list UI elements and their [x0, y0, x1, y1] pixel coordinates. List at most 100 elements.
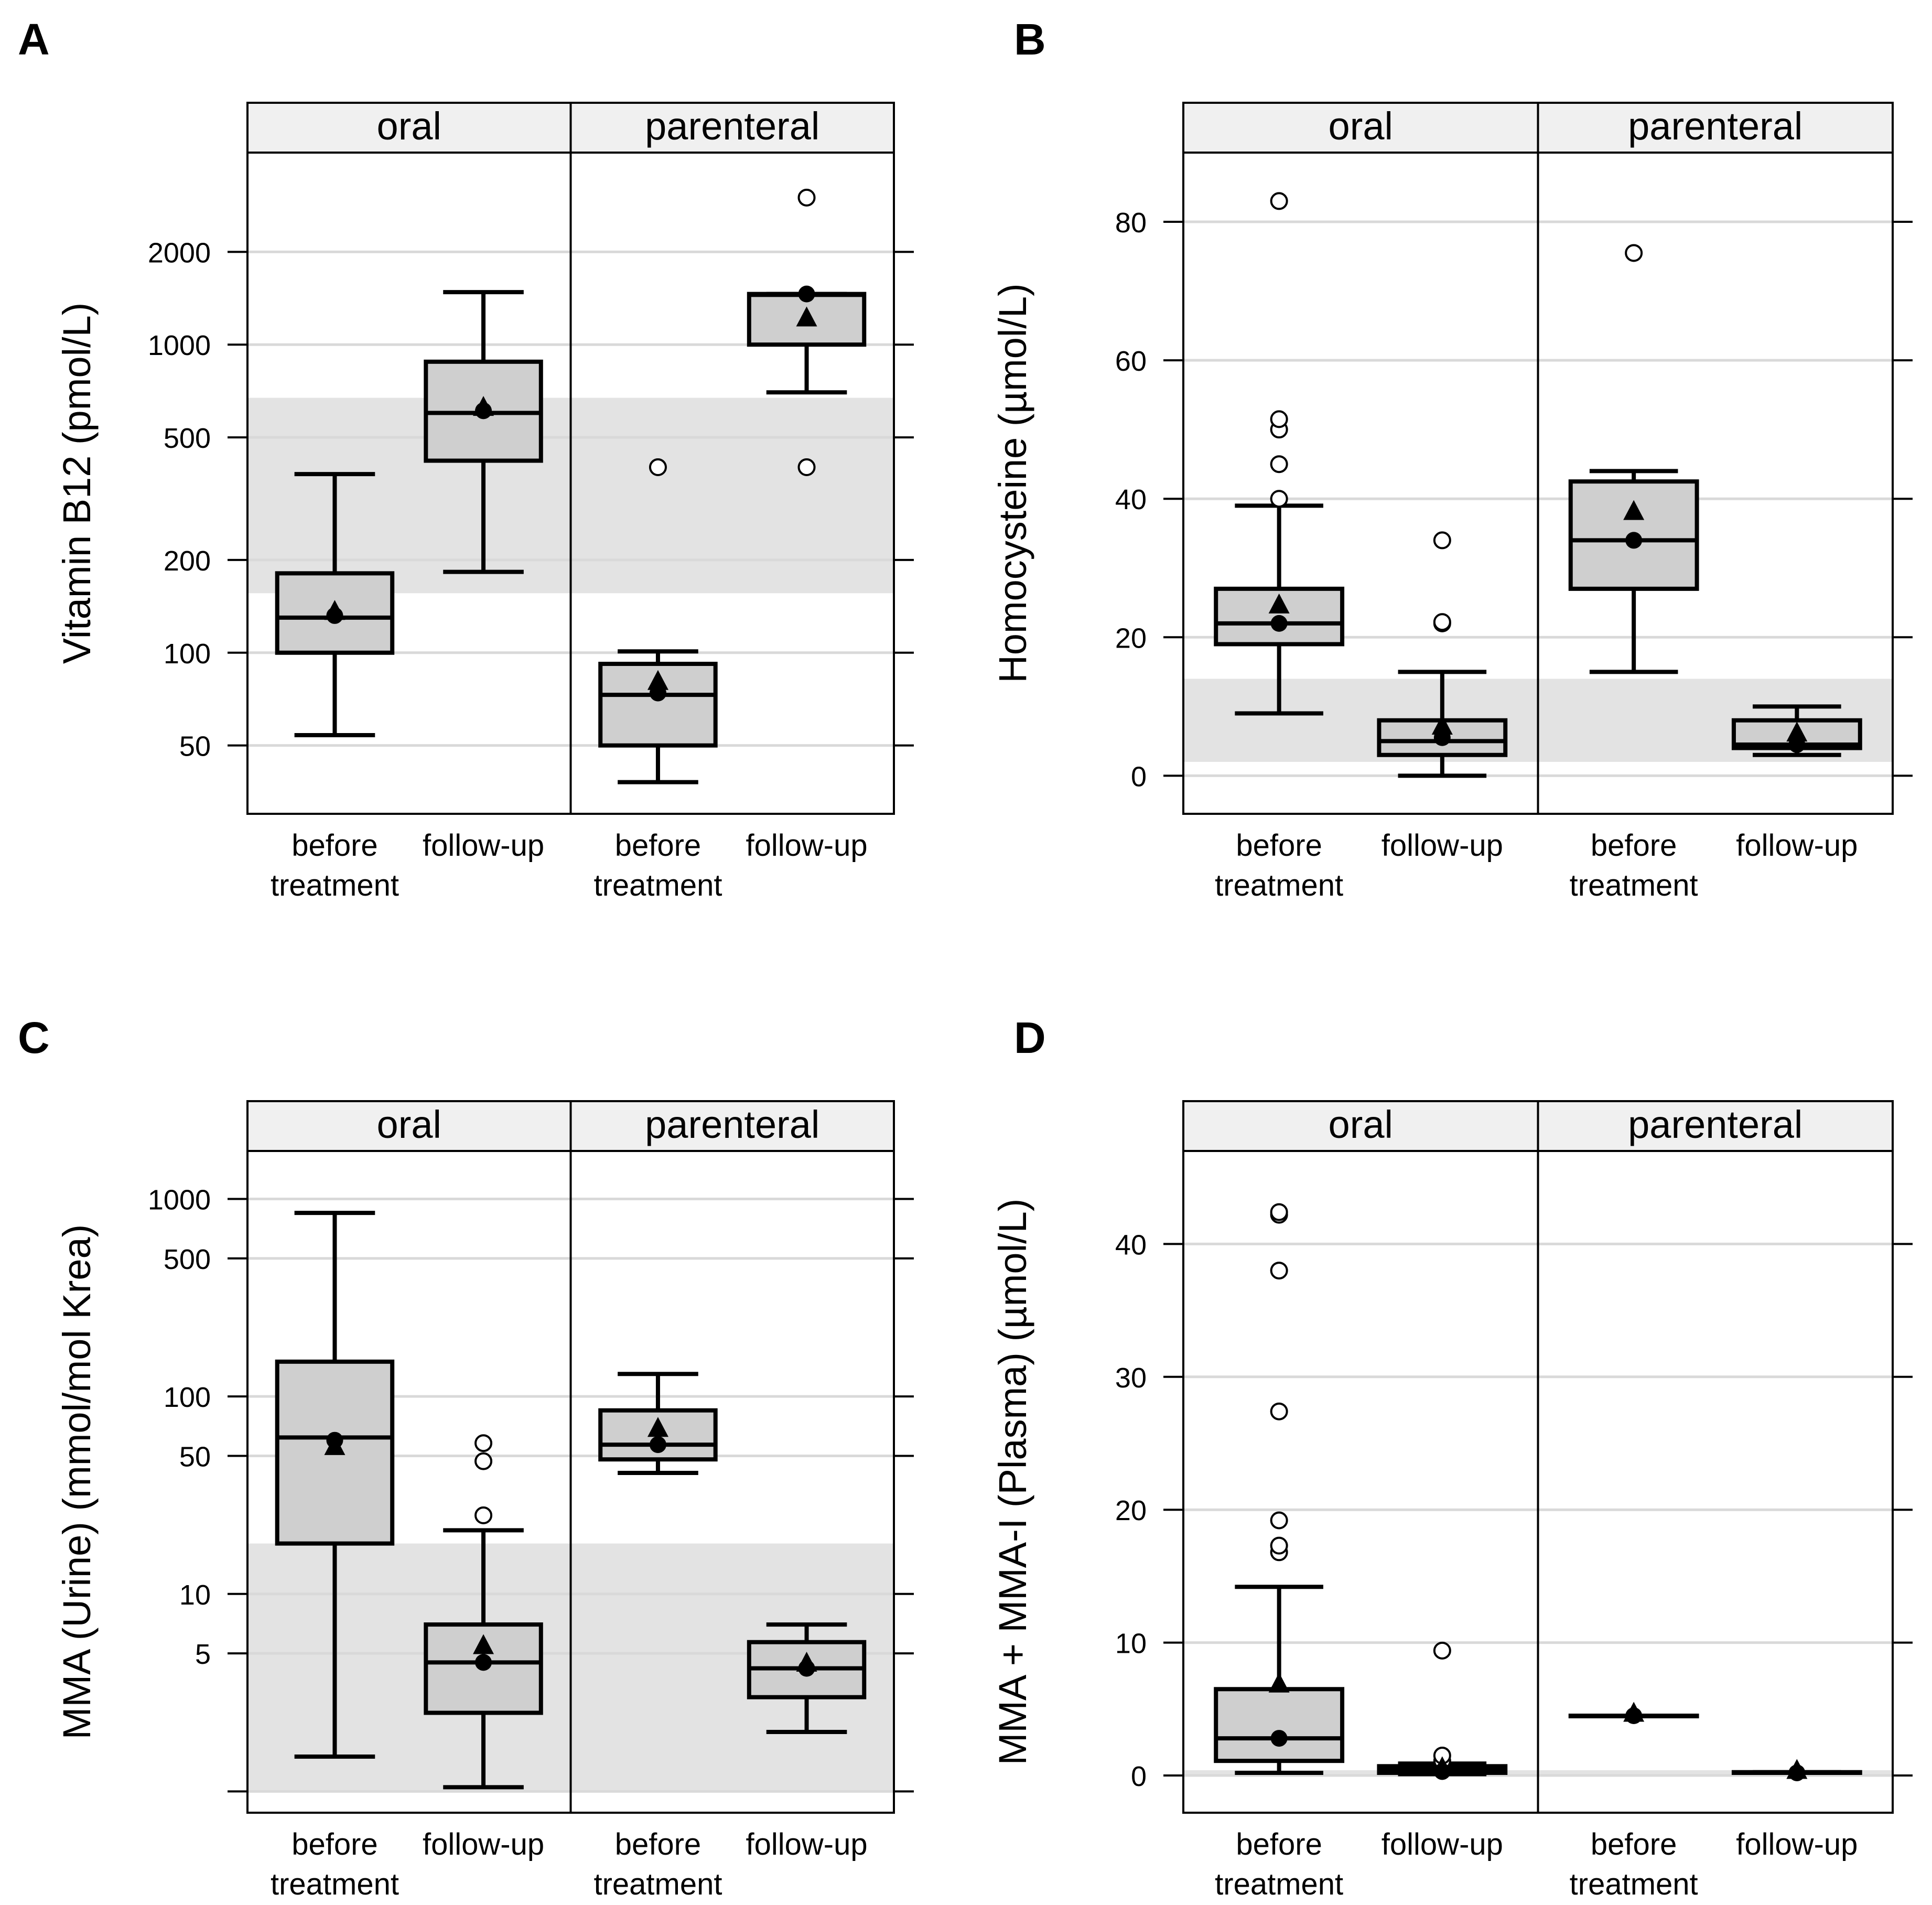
- mean-marker-triangle: [1431, 714, 1453, 735]
- mean-marker-triangle: [1623, 500, 1645, 520]
- panel-label-b: B: [1014, 15, 1046, 64]
- x-tick-label: follow-up: [1381, 1827, 1503, 1861]
- y-tick-label: 60: [1115, 346, 1147, 377]
- panel-c: C 5 10 50 100 500 1000 MMA (Urine) (mmol/mol K…: [18, 1013, 914, 1901]
- y-axis-label: Vitamin B12 (pmol/L): [55, 303, 99, 664]
- x-tick-label: before treatment: [1215, 828, 1343, 902]
- outlier-point: [474, 1434, 493, 1452]
- facet-strip-label: oral: [1329, 1103, 1393, 1146]
- facet-strip-label: oral: [377, 104, 441, 148]
- y-tick-label: 1000: [148, 330, 211, 361]
- facet-strip: [569, 1100, 895, 1152]
- outlier-point: [1270, 1402, 1288, 1420]
- geomean-marker-dot: [649, 1436, 666, 1454]
- x-tick-label: follow-up: [1736, 828, 1858, 863]
- outlier-point: [1270, 1262, 1288, 1280]
- x-tick-label: before treatment: [1570, 1827, 1698, 1901]
- outlier-point: [797, 458, 816, 477]
- facet-strip: [1537, 102, 1894, 154]
- outlier-point: [797, 188, 816, 207]
- panel-label-c: C: [18, 1013, 50, 1062]
- facet-strip-label: parenteral: [1628, 1103, 1803, 1146]
- mean-marker-triangle: [796, 306, 817, 327]
- mean-marker-triangle: [1786, 722, 1808, 742]
- mean-marker-triangle: [473, 1634, 494, 1654]
- outlier-point: [1625, 244, 1643, 262]
- outlier-point: [1270, 455, 1288, 473]
- mean-marker-triangle: [647, 670, 668, 690]
- outlier-point: [1270, 1203, 1288, 1221]
- facet-strip-label: oral: [1329, 104, 1393, 148]
- y-axis-label: Homocysteine (µmol/L): [991, 283, 1034, 683]
- geomean-marker-dot: [475, 402, 492, 419]
- y-tick-label: 500: [164, 423, 211, 454]
- geomean-marker-dot: [649, 684, 666, 702]
- panel-d: D 0 10 20 30 40 MMA + MMA-I (Plasma) (µmol/L)…: [991, 1013, 1913, 1901]
- geomean-marker-dot: [798, 1660, 815, 1677]
- facet-strip: [246, 1100, 572, 1152]
- facet-strip-label: parenteral: [1628, 104, 1803, 148]
- y-tick-label: 40: [1115, 484, 1147, 515]
- outlier-point: [1270, 490, 1288, 508]
- geomean-marker-dot: [1788, 736, 1806, 753]
- outlier-point: [1433, 613, 1451, 631]
- x-tick-label: before treatment: [271, 828, 399, 902]
- mean-marker-triangle: [1268, 593, 1290, 614]
- facet-strip-label: oral: [377, 1103, 441, 1146]
- x-tick-label: before treatment: [593, 828, 722, 902]
- y-tick-label: 40: [1115, 1229, 1147, 1261]
- y-axis-label: MMA + MMA-I (Plasma) (µmol/L): [991, 1199, 1034, 1766]
- x-tick-label: before treatment: [271, 1827, 399, 1901]
- geomean-marker-dot: [475, 1654, 492, 1671]
- outlier-point: [649, 458, 667, 477]
- geomean-marker-dot: [798, 285, 815, 303]
- geomean-marker-dot: [1625, 1707, 1643, 1725]
- geomean-marker-dot: [1433, 729, 1451, 746]
- facet-strip: [1182, 102, 1539, 154]
- y-tick-label: 100: [164, 1382, 211, 1413]
- y-tick-label: 50: [179, 1441, 211, 1473]
- outlier-point: [1270, 1536, 1288, 1555]
- x-tick-label: before treatment: [593, 1827, 722, 1901]
- box: [1568, 479, 1699, 591]
- facet-strip-label: parenteral: [645, 104, 819, 148]
- outlier-point: [1270, 1511, 1288, 1530]
- x-tick-label: before treatment: [1570, 828, 1698, 902]
- y-axis-label: MMA (Urine) (mmol/mol Krea): [55, 1224, 99, 1740]
- geomean-marker-dot: [326, 1432, 343, 1449]
- x-tick-label: follow-up: [1736, 1827, 1858, 1861]
- y-tick-label: 20: [1115, 1495, 1147, 1526]
- mean-marker-triangle: [647, 1417, 668, 1437]
- y-tick-label: 1000: [148, 1185, 211, 1216]
- y-tick-label: 80: [1115, 207, 1147, 239]
- y-tick-label: 10: [179, 1579, 211, 1611]
- outlier-point: [1270, 410, 1288, 428]
- outlier-point: [1270, 192, 1288, 210]
- y-tick-label: 10: [1115, 1628, 1147, 1660]
- facet-strip: [1182, 1100, 1539, 1152]
- outlier-point: [1433, 531, 1451, 550]
- box: [275, 571, 395, 655]
- y-tick-label: 5: [195, 1639, 211, 1670]
- panel-label-a: A: [18, 15, 50, 64]
- mean-marker-triangle: [1268, 1672, 1290, 1693]
- panel-a: A 50 100 200 500 1000 2000 Vitamin B12 (pmol/L…: [18, 15, 914, 902]
- y-tick-label: 30: [1115, 1362, 1147, 1394]
- panel-label-d: D: [1014, 1013, 1046, 1062]
- outlier-point: [474, 1506, 493, 1524]
- x-tick-label: follow-up: [423, 828, 544, 863]
- facet-strip-label: parenteral: [645, 1103, 819, 1146]
- x-tick-label: follow-up: [746, 1827, 867, 1861]
- y-tick-label: 0: [1131, 761, 1147, 792]
- outlier-point: [1433, 1641, 1451, 1660]
- geomean-marker-dot: [1788, 1764, 1806, 1781]
- geomean-marker-dot: [326, 607, 343, 624]
- x-tick-label: follow-up: [423, 1827, 544, 1861]
- box: [1214, 1687, 1345, 1763]
- geomean-marker-dot: [1270, 1730, 1288, 1747]
- y-tick-label: 100: [164, 638, 211, 670]
- y-tick-label: 0: [1131, 1761, 1147, 1792]
- y-tick-label: 500: [164, 1244, 211, 1275]
- outlier-point: [474, 1452, 493, 1470]
